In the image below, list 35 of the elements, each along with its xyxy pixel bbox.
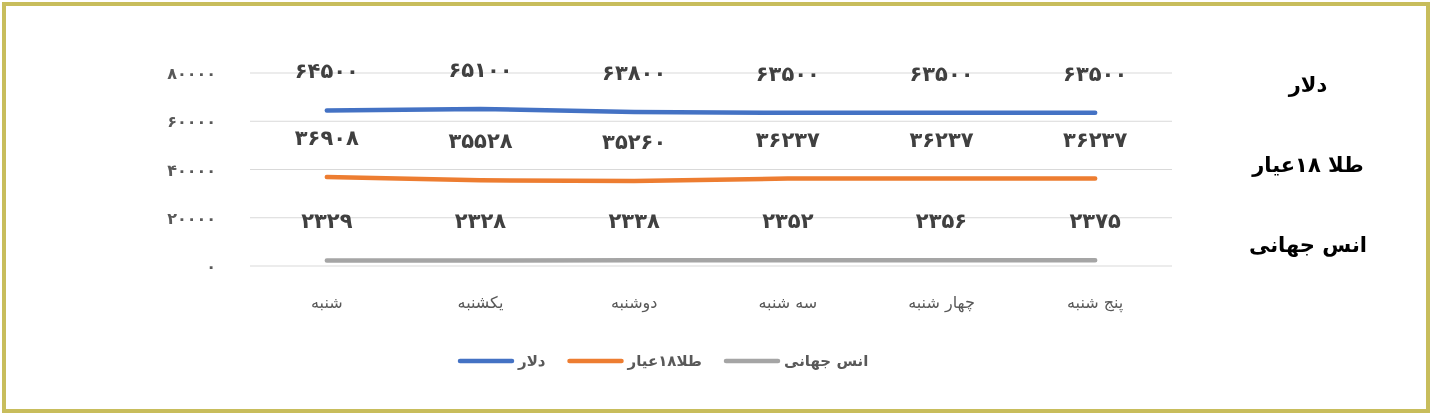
data-label: ۲۳۵۲: [762, 209, 814, 234]
x-tick-label: سه شنبه: [758, 293, 818, 312]
legend-label: انس جهانی: [784, 352, 869, 370]
data-label: ۳۵۲۶۰: [602, 129, 667, 154]
data-label: ۲۳۲۹: [301, 209, 353, 234]
data-label: ۶۳۵۰۰: [755, 61, 820, 86]
y-tick-label: ۰: [206, 257, 216, 276]
data-label: ۶۳۵۰۰: [1063, 61, 1128, 86]
text: دلار: [1287, 73, 1328, 97]
data-label: ۳۶۲۳۷: [909, 127, 974, 152]
data-label: ۲۳۷۵: [1069, 209, 1121, 234]
legend-label: طلا۱۸عیار: [626, 352, 702, 370]
legend-label: دلار: [517, 352, 546, 370]
y-tick-label: ۸۰۰۰۰: [167, 64, 216, 83]
x-tick-label: چهار شنبه: [908, 293, 975, 313]
data-label: ۶۴۵۰۰: [294, 59, 359, 84]
data-label: ۶۳۸۰۰: [602, 61, 667, 86]
text: طلا ۱۸عیار: [1251, 153, 1364, 177]
data-label: ۶۳۵۰۰: [909, 61, 974, 86]
x-tick-label: دوشنبه: [610, 293, 658, 313]
data-label: ۳۶۲۳۷: [1063, 127, 1128, 152]
y-tick-label: ۲۰۰۰۰: [167, 208, 216, 228]
y-tick-label: ۴۰۰۰۰: [167, 160, 216, 180]
data-label: ۲۳۳۸: [608, 209, 660, 234]
text: انس جهانی: [1248, 233, 1368, 257]
data-label: ۶۵۱۰۰: [448, 57, 513, 82]
data-label: ۳۶۲۳۷: [755, 127, 821, 152]
y-tick-label: ۶۰۰۰۰: [167, 112, 216, 132]
data-label: ۲۳۲۸: [454, 209, 507, 234]
x-tick-label: یکشنبه: [457, 293, 504, 312]
data-label: ۳۶۹۰۸: [294, 125, 360, 150]
x-tick-label: پنج شنبه: [1066, 293, 1124, 313]
data-label: ۳۵۵۲۸: [448, 129, 513, 154]
data-label: ۲۳۵۶: [915, 209, 968, 234]
x-tick-label: شنبه: [311, 293, 343, 312]
